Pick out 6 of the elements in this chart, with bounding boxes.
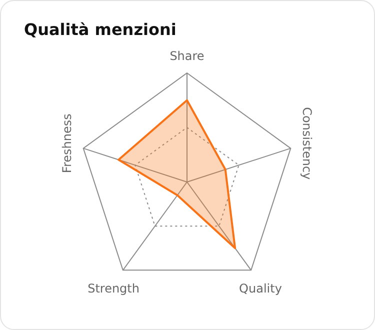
spoke-label: Quality	[239, 281, 282, 296]
chart-title: Qualità menzioni	[24, 20, 176, 39]
spoke-label: Strength	[88, 281, 140, 296]
spoke-label: Share	[170, 49, 204, 64]
spoke-label: Consistency	[300, 107, 314, 180]
spoke-label: Freshness	[60, 114, 74, 174]
